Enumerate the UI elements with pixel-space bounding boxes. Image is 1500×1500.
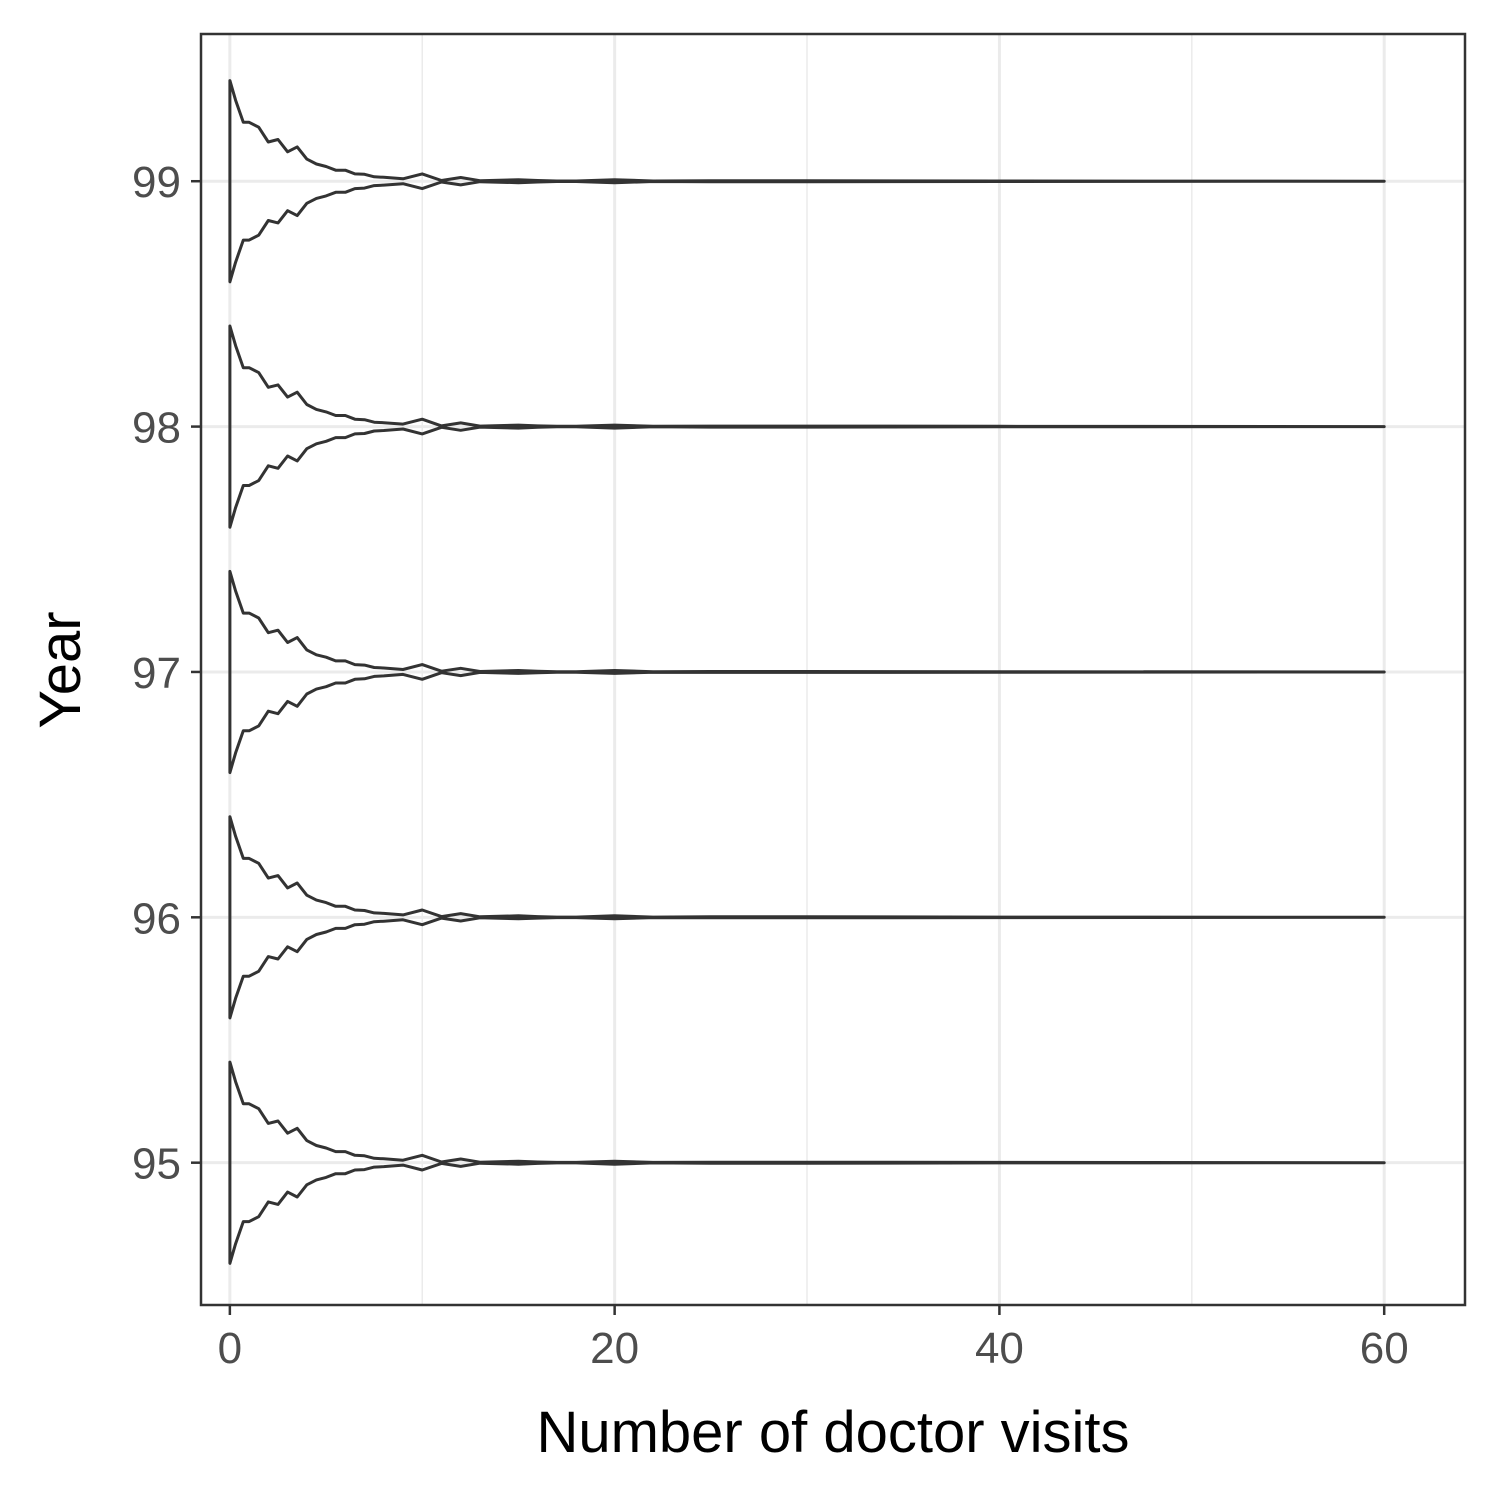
- x-axis-ticks: 0 20 40 60: [218, 1305, 1409, 1373]
- x-tick-label: 40: [975, 1324, 1024, 1373]
- x-tick-label: 60: [1360, 1324, 1409, 1373]
- y-tick-label: 96: [132, 894, 181, 943]
- y-axis-title: Year: [28, 611, 93, 728]
- violins: [228, 79, 1386, 1265]
- y-tick-label: 98: [132, 404, 181, 453]
- x-axis-title: Number of doctor visits: [536, 1400, 1129, 1465]
- y-tick-label: 97: [132, 649, 181, 698]
- violin-99: [228, 79, 1386, 284]
- x-tick-label: 20: [590, 1324, 639, 1373]
- x-tick-label: 0: [218, 1324, 242, 1373]
- violin-95: [228, 1060, 1386, 1265]
- y-tick-label: 95: [132, 1140, 181, 1189]
- y-axis-ticks: 95 96 97 98 99: [132, 158, 201, 1189]
- violin-97: [228, 569, 1386, 775]
- panel-border: [199, 32, 1467, 1307]
- violin-96: [228, 815, 1386, 1020]
- violin-98: [228, 324, 1386, 529]
- y-tick-label: 99: [132, 158, 181, 207]
